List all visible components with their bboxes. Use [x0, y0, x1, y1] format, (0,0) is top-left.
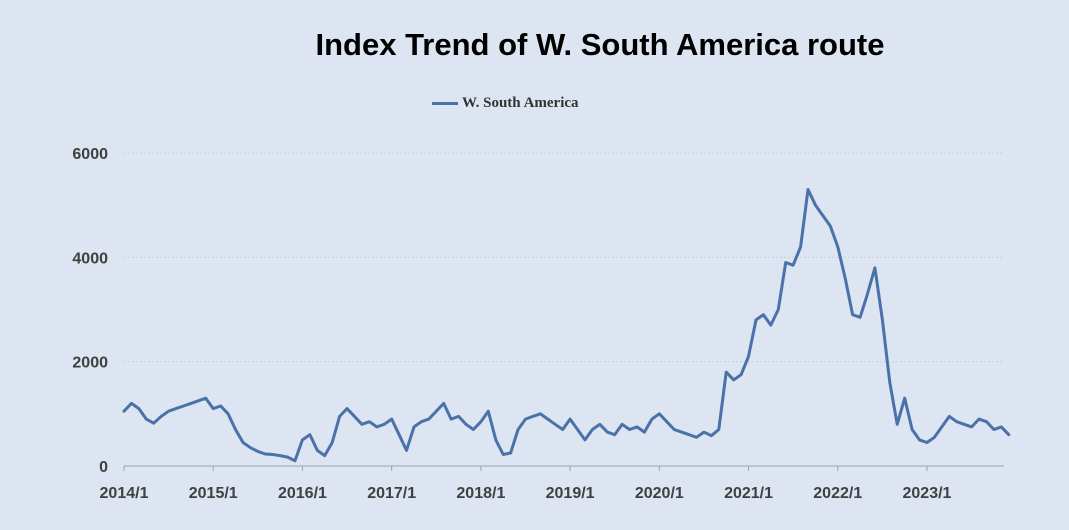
- x-tick-label: 2022/1: [813, 485, 862, 502]
- legend: W. South America: [432, 92, 579, 114]
- x-axis: 2014/1 2015/1 2016/1 2017/1 2018/1 2019/1 2020…: [100, 465, 1004, 502]
- x-tick-label: 2016/1: [278, 485, 327, 502]
- legend-label: W. South America: [462, 94, 579, 111]
- x-tick-label: 2018/1: [456, 485, 505, 502]
- x-tick-label: 2017/1: [367, 485, 416, 502]
- y-tick-label: 4000: [72, 250, 108, 267]
- legend-line-swatch: [432, 101, 458, 105]
- x-tick-label: 2015/1: [189, 485, 238, 502]
- x-tick-label: 2019/1: [546, 485, 595, 502]
- x-tick-label: 2014/1: [100, 485, 149, 502]
- grid-lines: [124, 152, 1004, 363]
- x-tick-label: 2020/1: [635, 485, 684, 502]
- chart-title: Index Trend of W. South America route: [315, 27, 885, 62]
- y-tick-label: 0: [99, 459, 108, 476]
- series-layer: [122, 188, 1011, 463]
- x-tick-label: 2023/1: [903, 485, 952, 502]
- y-tick-label: 6000: [72, 146, 108, 163]
- y-tick-label: 2000: [72, 355, 108, 372]
- y-axis: 0 2000 4000 6000: [72, 146, 108, 476]
- x-tick-label: 2021/1: [724, 485, 773, 502]
- series-line: [122, 188, 1011, 463]
